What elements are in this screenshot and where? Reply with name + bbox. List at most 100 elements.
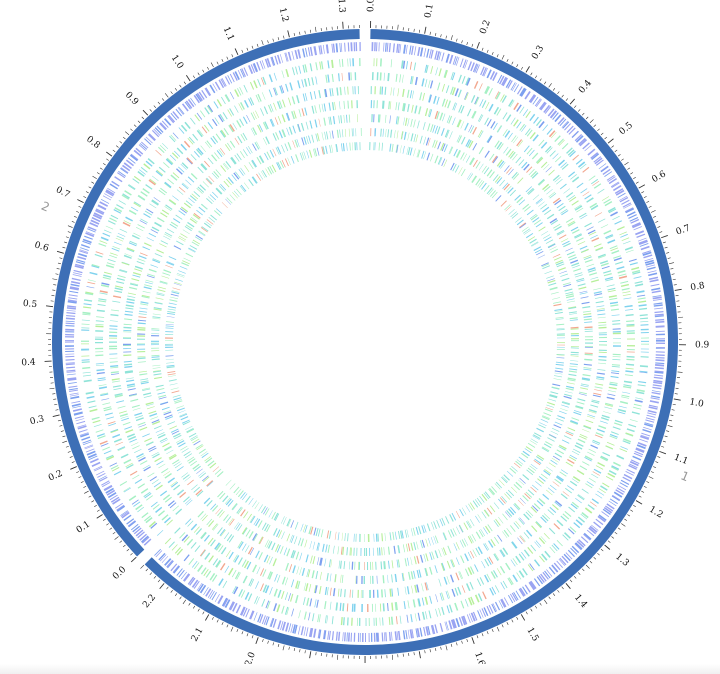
tick-label: 0.3 <box>530 44 546 62</box>
minor-tick <box>557 589 560 593</box>
minor-tick <box>630 509 634 512</box>
minor-tick <box>246 633 249 637</box>
minor-tick <box>539 602 542 606</box>
minor-tick <box>64 241 68 244</box>
minor-tick <box>67 451 71 453</box>
minor-tick <box>516 616 519 620</box>
minor-tick <box>262 639 264 643</box>
feature-segments <box>65 42 361 546</box>
minor-tick <box>197 72 200 76</box>
minor-tick <box>170 91 173 95</box>
minor-tick <box>202 69 205 73</box>
tick-label: 0.5 <box>618 120 636 137</box>
minor-tick <box>646 201 650 203</box>
minor-tick <box>315 26 317 32</box>
tick-label: 0.5 <box>22 299 38 311</box>
minor-tick <box>179 84 182 88</box>
minor-tick <box>57 419 61 422</box>
feature-segments <box>151 128 355 487</box>
minor-tick <box>309 29 312 33</box>
minor-tick <box>491 52 494 55</box>
minor-tick <box>96 172 100 175</box>
tick-label: 1.2 <box>647 505 664 521</box>
feature-segments <box>151 128 357 479</box>
major-tick <box>476 41 480 49</box>
minor-tick <box>59 257 63 259</box>
minor-tick <box>650 471 654 474</box>
minor-tick <box>80 481 84 483</box>
minor-tick <box>614 149 618 153</box>
minor-tick <box>179 596 182 600</box>
minor-tick <box>617 527 621 530</box>
minor-tick <box>115 145 119 148</box>
minor-tick <box>65 236 69 239</box>
feature-segments <box>199 191 635 612</box>
minor-tick <box>672 403 676 406</box>
minor-tick <box>557 91 560 95</box>
minor-tick <box>548 83 552 88</box>
minor-tick <box>456 38 458 42</box>
tick-label: 0.2 <box>47 469 64 484</box>
minor-tick <box>481 47 484 51</box>
feature-track-6 <box>137 114 593 570</box>
minor-tick <box>99 167 103 170</box>
minor-tick <box>653 466 657 469</box>
minor-tick <box>62 435 66 438</box>
minor-tick <box>662 241 666 244</box>
minor-tick <box>659 231 663 233</box>
minor-tick <box>91 500 95 503</box>
feature-segments <box>374 128 572 554</box>
minor-tick <box>71 461 75 463</box>
minor-tick <box>277 37 280 41</box>
feature-segments <box>183 83 635 612</box>
minor-tick <box>149 572 153 575</box>
tick-label: 1.1 <box>672 453 689 467</box>
minor-tick <box>188 602 191 606</box>
minor-tick <box>55 409 59 411</box>
chromosome-2-label: 2 <box>39 199 51 215</box>
minor-tick <box>83 196 87 199</box>
tick-label: 0.3 <box>29 414 46 427</box>
feature-segments <box>174 149 313 469</box>
tick-label: 1.6 <box>472 651 486 668</box>
tick-label: 0.2 <box>478 19 492 36</box>
minor-tick <box>429 31 431 35</box>
minor-tick <box>272 38 274 42</box>
minor-tick <box>109 527 113 530</box>
minor-tick <box>230 626 234 632</box>
feature-segments <box>225 142 565 542</box>
minor-tick <box>655 461 659 463</box>
minor-tick <box>133 124 137 128</box>
minor-tick <box>202 611 205 615</box>
minor-tick <box>670 268 674 270</box>
major-tick <box>471 637 475 644</box>
minor-tick <box>511 61 514 65</box>
major-tick <box>418 651 421 659</box>
minor-tick <box>114 536 119 540</box>
minor-tick <box>530 72 533 76</box>
minor-tick <box>94 504 97 508</box>
minor-tick <box>569 579 573 583</box>
minor-tick <box>604 136 608 140</box>
minor-tick <box>130 128 133 132</box>
feature-tracks <box>65 42 665 643</box>
minor-tick <box>585 116 589 120</box>
minor-tick <box>55 273 59 275</box>
feature-segments <box>165 142 358 459</box>
minor-tick <box>597 552 600 556</box>
minor-tick <box>192 605 196 609</box>
major-tick <box>565 583 571 589</box>
minor-tick <box>643 196 647 199</box>
minor-tick <box>544 599 548 605</box>
feature-segments <box>249 124 605 585</box>
minor-tick <box>614 531 618 535</box>
minor-tick <box>73 215 77 218</box>
minor-tick <box>119 141 123 144</box>
major-tick <box>309 651 312 659</box>
minor-tick <box>466 638 468 643</box>
tick-label: 0.9 <box>123 90 140 107</box>
minor-tick <box>170 589 173 593</box>
feature-track-5 <box>123 100 607 585</box>
feature-segments <box>222 128 579 556</box>
